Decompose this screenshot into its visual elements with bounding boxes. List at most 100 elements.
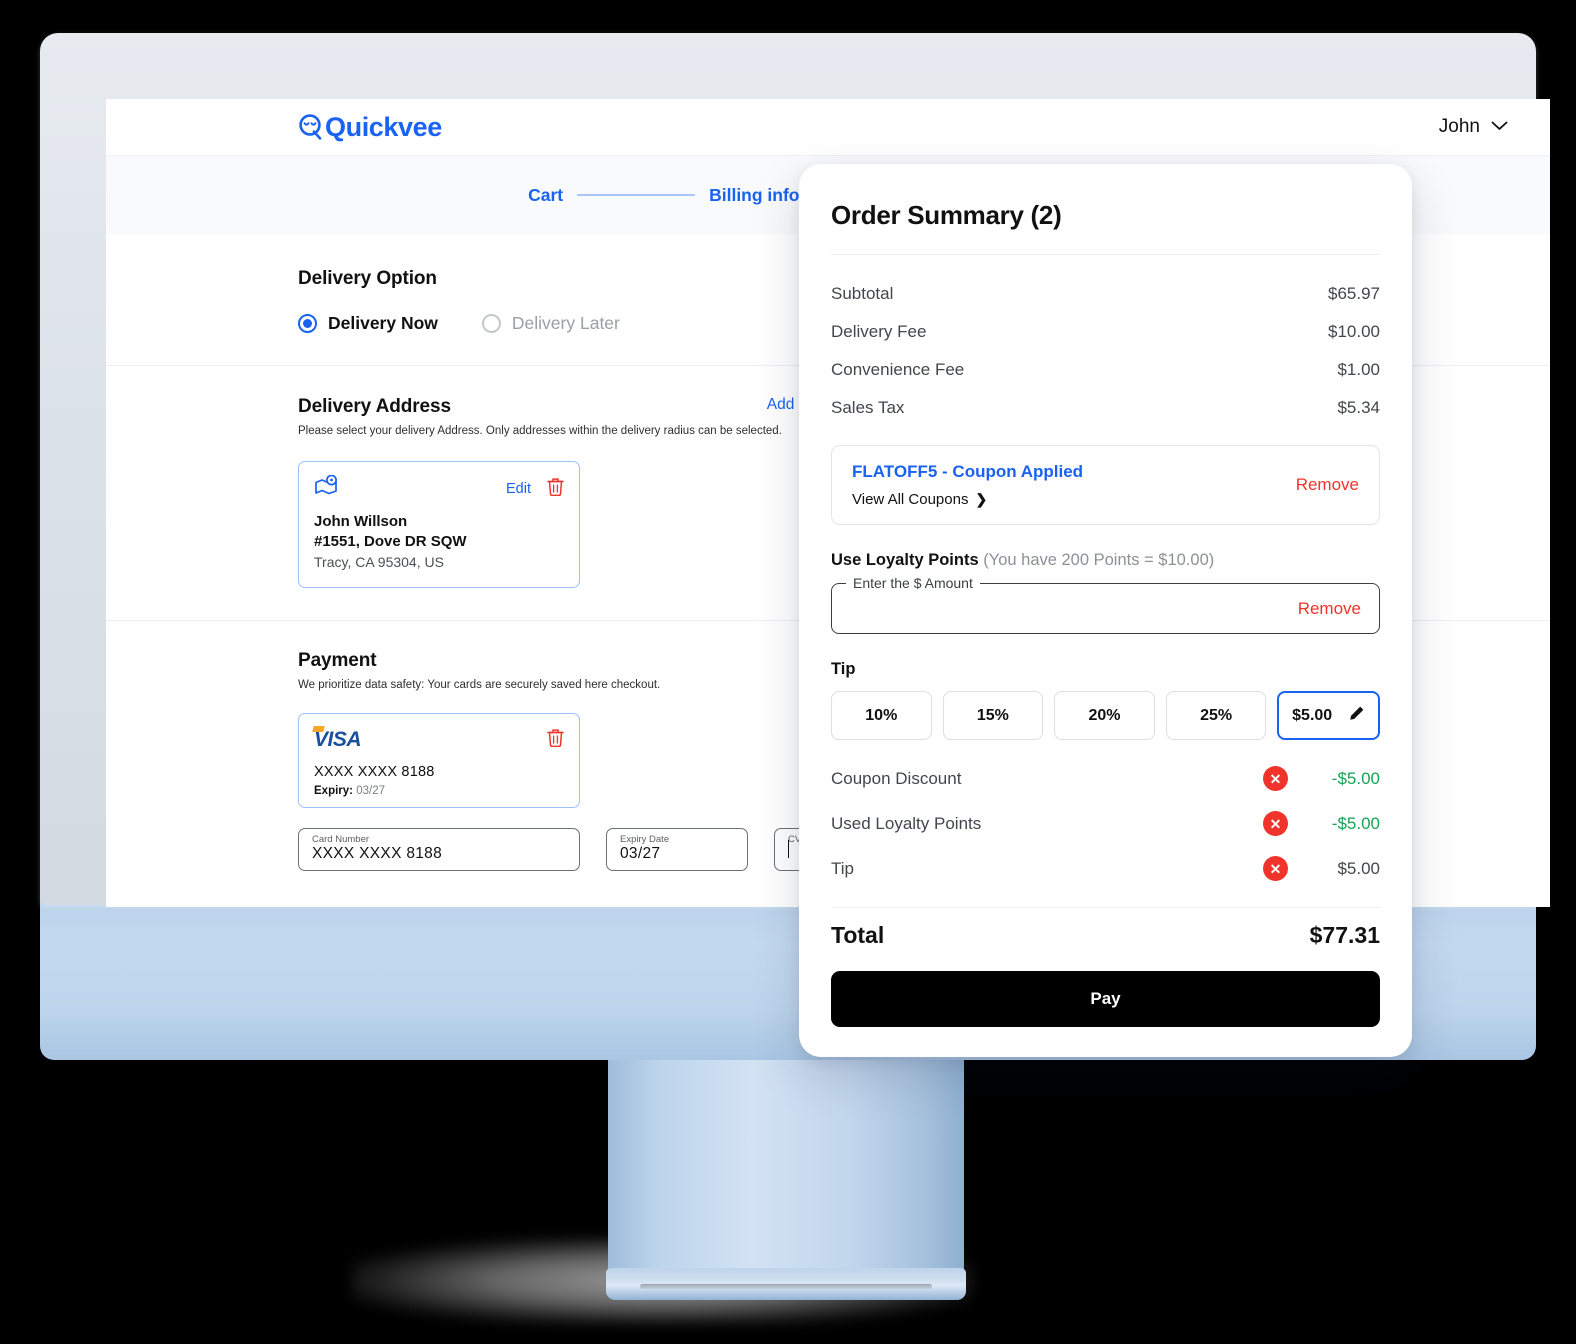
card-number-label: Card Number xyxy=(312,834,370,845)
radio-indicator-now xyxy=(298,314,317,333)
radio-label-later: Delivery Later xyxy=(511,313,620,333)
trash-icon[interactable] xyxy=(547,477,564,501)
radio-indicator-later xyxy=(481,314,501,333)
summary-row-delivery-fee: Delivery Fee $10.00 xyxy=(831,313,1380,351)
adjustment-row-coupon-discount: Coupon Discount ✕ -$5.00 xyxy=(831,756,1380,801)
address-name: John Willson xyxy=(314,513,408,530)
tip-option-custom[interactable]: $5.00 xyxy=(1277,691,1380,740)
tip-option-20[interactable]: 20% xyxy=(1054,691,1155,740)
quickvee-q-icon xyxy=(298,113,324,141)
summary-value: $5.34 xyxy=(1337,398,1380,417)
total-value: $77.31 xyxy=(1309,922,1380,948)
adjustment-label: Used Loyalty Points xyxy=(831,813,982,833)
coupon-remove-button[interactable]: Remove xyxy=(1295,475,1359,494)
card-number-value: XXXX XXXX 8188 xyxy=(312,845,443,862)
text-caret xyxy=(788,840,789,858)
delivery-address-subtitle: Please select your delivery Address. Onl… xyxy=(298,425,782,437)
tip-options: 10% 15% 20% 25% $5.00 xyxy=(831,691,1380,740)
adjustment-row-used-loyalty-points: Used Loyalty Points ✕ -$5.00 xyxy=(831,801,1380,846)
summary-divider xyxy=(831,254,1380,255)
expiry-date-input[interactable]: Expiry Date 03/27 xyxy=(606,828,748,871)
saved-card-number: XXXX XXXX 8188 xyxy=(314,764,435,780)
saved-card-expiry-value: 03/27 xyxy=(356,785,385,797)
cvv-label: CVV xyxy=(788,834,808,845)
address-city-state: Tracy, CA 95304, US xyxy=(314,554,444,570)
step-connector xyxy=(577,194,696,196)
loyalty-points-heading: Use Loyalty Points (You have 200 Points … xyxy=(831,551,1380,570)
user-name: John xyxy=(1438,116,1480,137)
adjustment-value: -$5.00 xyxy=(1331,768,1380,788)
visa-logo: VISA xyxy=(314,728,362,751)
pencil-icon[interactable] xyxy=(1348,705,1365,727)
expiry-date-value: 03/27 xyxy=(620,845,661,862)
address-street: #1551, Dove DR SQW xyxy=(314,533,467,550)
order-summary-title: Order Summary (2) xyxy=(831,200,1062,230)
loyalty-points-note: (You have 200 Points = $10.00) xyxy=(983,551,1215,569)
coupon-code-text: FLATOFF5 - Coupon Applied xyxy=(852,462,1084,481)
order-summary-panel: Order Summary (2) Subtotal $65.97 Delive… xyxy=(799,164,1412,1057)
step-billing-info[interactable]: Billing info xyxy=(709,184,800,205)
pay-button[interactable]: Pay xyxy=(831,971,1380,1027)
summary-row-subtotal: Subtotal $65.97 xyxy=(831,275,1380,313)
tip-option-15[interactable]: 15% xyxy=(942,691,1044,740)
adjustment-value: -$5.00 xyxy=(1331,813,1380,833)
payment-subtitle: We prioritize data safety: Your cards ar… xyxy=(298,679,661,691)
loyalty-points-title: Use Loyalty Points xyxy=(831,551,979,569)
summary-label: Delivery Fee xyxy=(831,322,927,341)
summary-label: Sales Tax xyxy=(831,398,905,417)
summary-label: Subtotal xyxy=(831,284,894,303)
total-divider xyxy=(831,907,1380,908)
payment-title: Payment xyxy=(298,650,377,671)
loyalty-amount-input[interactable]: Enter the $ Amount Remove xyxy=(831,575,1380,634)
saved-card-expiry-label: Expiry: xyxy=(314,785,353,797)
saved-card-expiry: Expiry: 03/27 xyxy=(314,785,564,797)
tip-option-25[interactable]: 25% xyxy=(1165,691,1267,740)
address-edit-link[interactable]: Edit xyxy=(506,480,531,497)
loyalty-amount-legend: Enter the $ Amount xyxy=(846,575,980,591)
monitor-stand-neck xyxy=(608,1050,964,1280)
card-number-input[interactable]: Card Number XXXX XXXX 8188 xyxy=(298,828,580,871)
step-cart[interactable]: Cart xyxy=(528,184,564,205)
map-pin-icon xyxy=(314,474,338,502)
chevron-down-icon xyxy=(1491,118,1508,136)
total-label: Total xyxy=(831,922,885,948)
delivery-option-group: Delivery Now Delivery Later xyxy=(298,313,1550,334)
user-menu[interactable]: John xyxy=(1439,116,1508,138)
summary-value: $65.97 xyxy=(1328,284,1380,303)
adjustment-label: Tip xyxy=(831,858,854,878)
remove-loyalty-points-icon[interactable]: ✕ xyxy=(1263,811,1288,836)
remove-tip-icon[interactable]: ✕ xyxy=(1263,856,1288,881)
summary-row-sales-tax: Sales Tax $5.34 xyxy=(831,389,1380,427)
expiry-date-label: Expiry Date xyxy=(620,834,670,845)
radio-delivery-later[interactable]: Delivery Later xyxy=(481,313,620,334)
delivery-address-title: Delivery Address xyxy=(298,396,451,417)
chevron-right-icon: ❯ xyxy=(975,491,988,507)
cvv-value xyxy=(788,840,789,863)
address-card[interactable]: Edit xyxy=(298,461,580,588)
brand-name: Quickvee xyxy=(325,111,442,142)
brand-logo[interactable]: Quickvee xyxy=(298,112,442,143)
summary-value: $10.00 xyxy=(1328,322,1380,341)
radio-delivery-now[interactable]: Delivery Now xyxy=(298,313,438,334)
loyalty-remove-button[interactable]: Remove xyxy=(1297,598,1361,618)
tip-option-10[interactable]: 10% xyxy=(831,691,932,740)
adjustment-label: Coupon Discount xyxy=(831,768,962,788)
saved-card[interactable]: VISA XXXX XXXX 8188 xyxy=(298,713,580,808)
view-all-coupons-label: View All Coupons xyxy=(852,491,969,508)
summary-value: $1.00 xyxy=(1337,360,1380,379)
tip-title: Tip xyxy=(831,660,856,678)
remove-coupon-discount-icon[interactable]: ✕ xyxy=(1263,766,1288,791)
adjustment-row-tip: Tip ✕ $5.00 xyxy=(831,846,1380,891)
coupon-box: FLATOFF5 - Coupon Applied View All Coupo… xyxy=(831,445,1380,525)
radio-label-now: Delivery Now xyxy=(328,313,438,333)
trash-icon[interactable] xyxy=(547,728,564,752)
tip-custom-value: $5.00 xyxy=(1292,706,1333,724)
summary-label: Convenience Fee xyxy=(831,360,965,379)
total-row: Total $77.31 xyxy=(831,922,1380,949)
adjustment-value: $5.00 xyxy=(1337,858,1380,878)
summary-row-convenience-fee: Convenience Fee $1.00 xyxy=(831,351,1380,389)
delivery-option-title: Delivery Option xyxy=(298,268,437,289)
view-all-coupons-link[interactable]: View All Coupons ❯ xyxy=(852,491,1083,508)
app-header: Quickvee John xyxy=(106,99,1550,155)
